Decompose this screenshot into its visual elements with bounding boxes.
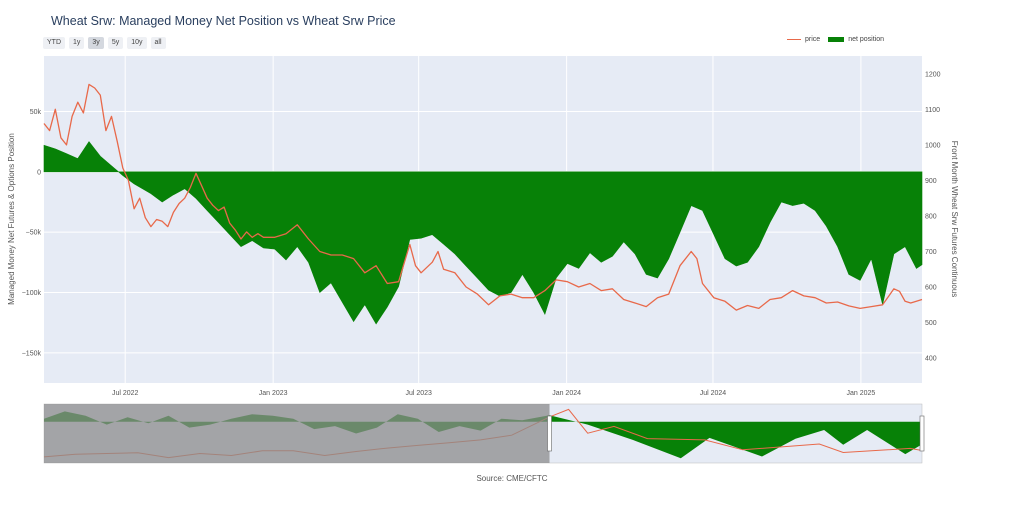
range-button-all[interactable]: all	[150, 37, 166, 49]
x-tick-label: Jul 2022	[112, 390, 139, 397]
y2-tick-label: 500	[925, 320, 937, 327]
range-button-10y[interactable]: 10y	[127, 37, 147, 49]
range-slider-left-handle	[547, 415, 552, 452]
legend-price-label: price	[805, 36, 821, 43]
x-tick-label: Jan 2024	[552, 390, 581, 397]
x-tick-label: Jul 2024	[700, 390, 727, 397]
range-button-3y[interactable]: 3y	[88, 37, 104, 49]
y2-tick-label: 1200	[925, 71, 941, 78]
legend-item-net-position[interactable]: net position	[828, 36, 884, 43]
x-axis: Jul 2022 Jan 2023 Jul 2023 Jan 2024 Jul 2024…	[112, 390, 875, 397]
net-position-series	[43, 141, 923, 325]
legend-net-position-swatch	[828, 37, 845, 42]
legend-net-position-label: net position	[848, 36, 884, 43]
y2-tick-label: 800	[925, 213, 937, 220]
y-tick-label: −100k	[22, 290, 42, 297]
y-axis-title: Managed Money Net Futures & Options Posi…	[7, 133, 16, 305]
price-series	[43, 83, 923, 311]
x-tick-label: Jan 2025	[846, 390, 875, 397]
y-tick-label: 0	[37, 169, 41, 176]
range-slider[interactable]	[43, 403, 925, 464]
x-tick-label: Jan 2023	[259, 390, 288, 397]
y-axis-left: 50k 0 −50k −100k −150k	[22, 109, 42, 357]
range-button-5y[interactable]: 5y	[107, 37, 124, 49]
source-note: Source: CME/CFTC	[476, 474, 548, 483]
y-tick-label: −50k	[26, 230, 42, 237]
y2-tick-label: 1100	[925, 107, 940, 114]
y-tick-label: −150k	[22, 350, 42, 357]
y2-axis-title: Front Month Wheat Srw Futures Continuous	[950, 141, 959, 298]
x-tick-label: Jul 2023	[405, 390, 432, 397]
y2-tick-label: 900	[925, 178, 937, 185]
y-tick-label: 50k	[30, 109, 42, 116]
y2-tick-label: 1000	[925, 142, 941, 149]
y-axis-right: 1200 1100 1000 900 800 700 600 500 400	[925, 71, 941, 362]
legend-price-swatch	[787, 39, 801, 40]
net-position-area	[43, 141, 923, 325]
y2-tick-label: 600	[925, 285, 937, 292]
y2-tick-label: 400	[925, 356, 937, 363]
legend-item-price[interactable]: price	[787, 36, 820, 43]
range-selector: YTD 1y 3y 5y 10y all	[43, 37, 166, 49]
range-slider-unselected-mask	[44, 404, 550, 463]
range-slider-net-area	[44, 411, 922, 459]
legend: price net position	[787, 36, 884, 43]
range-button-1y[interactable]: 1y	[69, 37, 85, 49]
y2-tick-label: 700	[925, 249, 937, 256]
range-slider-right-handle	[919, 415, 925, 452]
range-button-ytd[interactable]: YTD	[43, 37, 65, 49]
price-line	[43, 83, 923, 311]
chart-title: Wheat Srw: Managed Money Net Position vs…	[51, 14, 396, 28]
